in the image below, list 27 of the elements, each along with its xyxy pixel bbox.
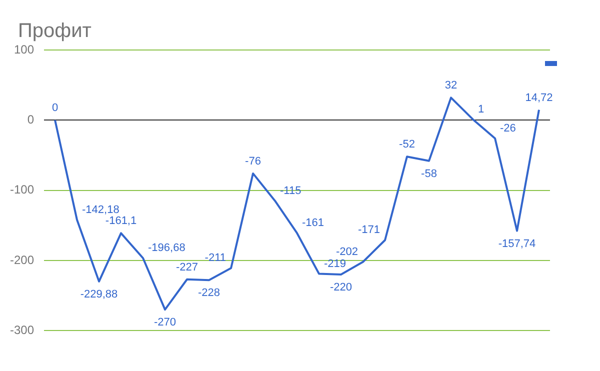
data-label: -58: [421, 168, 437, 180]
data-label: -229,88: [80, 288, 118, 300]
data-label: -161,1: [105, 215, 137, 228]
y-tick-label: -200: [10, 252, 34, 267]
data-label: -227: [176, 261, 198, 274]
data-label: -202: [336, 246, 358, 258]
y-tick-label: -300: [10, 322, 34, 337]
data-label: -76: [245, 155, 261, 168]
data-label: -228: [198, 287, 220, 300]
data-label: 1: [478, 103, 484, 116]
y-tick-label: 0: [27, 112, 34, 126]
data-label: -219: [324, 258, 346, 270]
data-label: -171: [358, 224, 380, 236]
data-label: -196,68: [148, 242, 186, 254]
y-tick-label: 100: [14, 42, 34, 56]
data-label: -52: [399, 138, 415, 151]
data-label: 14,72: [525, 92, 553, 104]
y-tick-label: -100: [10, 182, 34, 197]
data-label: -142,18: [82, 204, 120, 216]
data-label: -220: [330, 282, 352, 294]
data-label: 0: [52, 102, 58, 114]
data-label: -26: [500, 122, 516, 134]
data-label: -157,74: [498, 238, 536, 250]
chart-title: Профит: [18, 20, 92, 43]
data-label: -161: [302, 217, 324, 230]
data-label: -270: [154, 316, 176, 329]
data-label: 32: [444, 80, 458, 92]
